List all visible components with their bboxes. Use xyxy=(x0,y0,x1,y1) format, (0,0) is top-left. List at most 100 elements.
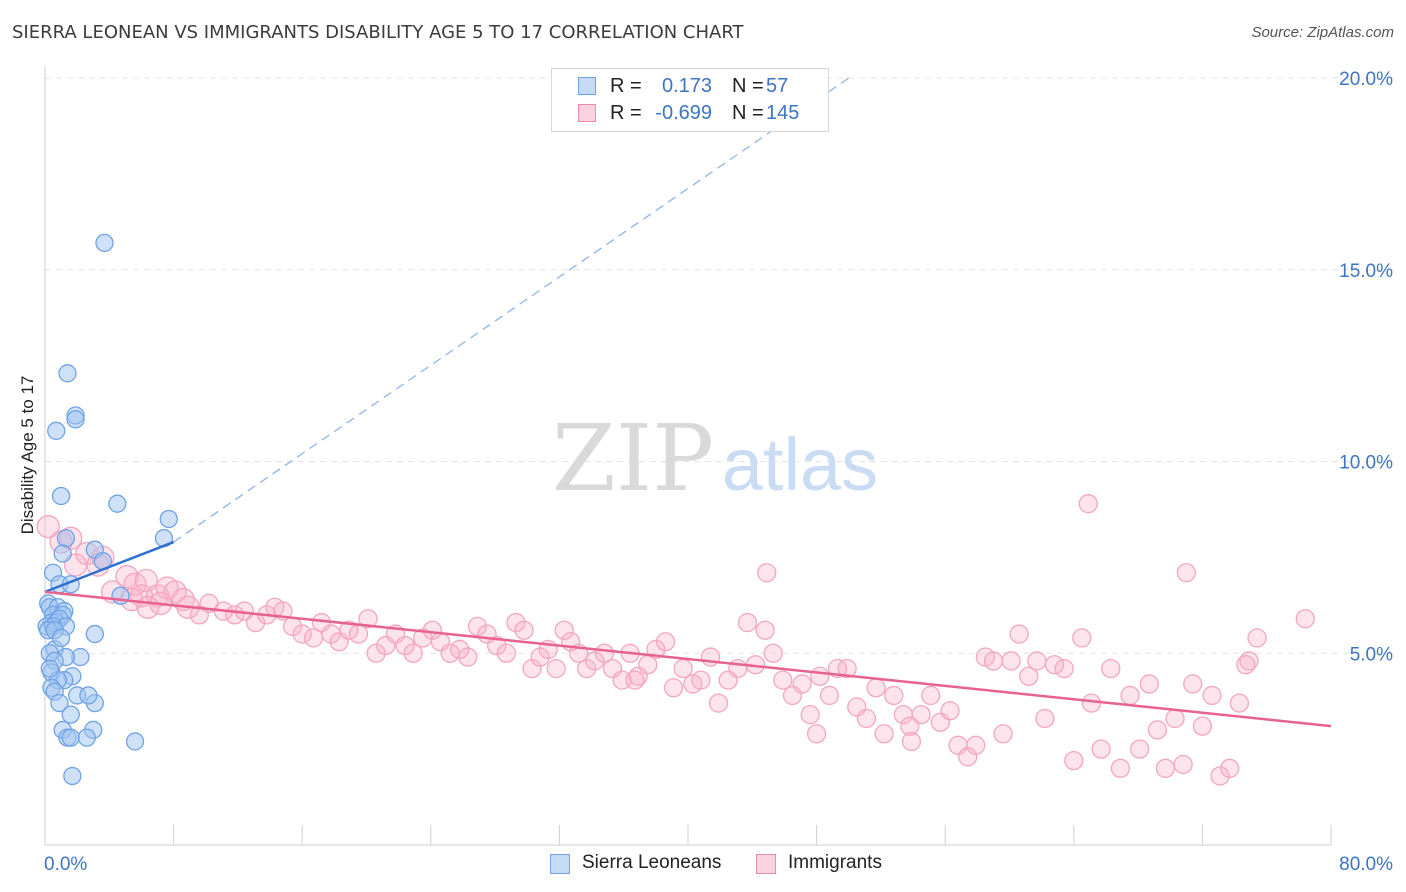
sierra-leoneans-point xyxy=(40,659,59,678)
sierra-leoneans-point xyxy=(47,421,66,440)
immigrants-point xyxy=(1078,494,1098,514)
sierra-leoneans-point xyxy=(56,529,76,548)
trend-lines xyxy=(44,77,1332,728)
sierra-leoneans-trend-extension xyxy=(173,77,850,543)
watermark-zip: ZIP xyxy=(552,405,714,512)
immigrants-point xyxy=(1064,750,1084,771)
immigrants-point xyxy=(467,616,488,637)
immigrants-point xyxy=(966,735,986,755)
immigrants-point xyxy=(755,620,775,640)
x-tick-label: 0.0% xyxy=(44,854,87,875)
legend-swatch-pink xyxy=(756,854,776,874)
immigrants-point xyxy=(700,647,721,667)
immigrants-points xyxy=(36,494,1315,786)
immigrants-point xyxy=(1229,693,1250,713)
immigrants-point xyxy=(757,563,777,583)
immigrants-point xyxy=(874,724,894,744)
sierra-leoneans-point xyxy=(51,628,71,648)
immigrants-point xyxy=(585,651,605,671)
y-tick-label: 10.0% xyxy=(1339,453,1393,474)
immigrants-point xyxy=(646,639,666,660)
immigrants-point xyxy=(554,620,574,640)
immigrants-point xyxy=(1081,693,1102,713)
immigrants-point xyxy=(1155,758,1176,778)
sierra-leoneans-point xyxy=(50,693,69,713)
sierra-leoneans-point xyxy=(159,509,178,529)
legend-row-sierra-leoneans: R = 0.173 N = 57 xyxy=(552,73,828,100)
immigrants-point xyxy=(983,651,1004,671)
immigrants-point xyxy=(577,658,597,679)
immigrants-point xyxy=(1236,655,1256,675)
r-value: 0.173 xyxy=(661,75,712,97)
immigrants-point xyxy=(625,670,645,690)
immigrants-point xyxy=(339,620,359,640)
n-label: N = xyxy=(732,75,764,97)
watermark-atlas: atlas xyxy=(722,423,878,506)
immigrants-point xyxy=(810,666,830,686)
immigrants-point xyxy=(366,643,386,663)
immigrants-point xyxy=(900,716,920,736)
sierra-leoneans-point xyxy=(61,728,80,747)
tick-labels: 5.0% 10.0% 15.0% 20.0% 0.0% 80.0% xyxy=(44,69,1393,875)
immigrants-point xyxy=(1101,658,1121,679)
sierra-leoneans-point xyxy=(77,728,96,747)
immigrants-point xyxy=(1044,655,1065,675)
immigrants-point xyxy=(395,635,415,656)
immigrants-point xyxy=(487,635,507,656)
immigrants-point xyxy=(866,678,886,698)
immigrants-point xyxy=(1165,708,1185,729)
immigrants-point xyxy=(1019,666,1039,686)
immigrants-point xyxy=(450,639,470,660)
immigrants-point xyxy=(901,731,922,752)
source-credit: Source: ZipAtlas.com xyxy=(1251,24,1394,41)
immigrants-point xyxy=(940,701,960,721)
immigrants-point xyxy=(1247,628,1267,648)
legend-label: Sierra Leoneans xyxy=(582,852,722,873)
legend-swatch-pink xyxy=(578,104,596,122)
y-axis-label: Disability Age 5 to 17 xyxy=(18,375,37,535)
immigrants-point xyxy=(663,678,684,698)
sierra-leoneans-point xyxy=(125,732,145,751)
immigrants-point xyxy=(36,515,60,539)
sierra-leoneans-point xyxy=(53,544,72,563)
immigrants-point xyxy=(1120,685,1140,706)
immigrants-point xyxy=(819,685,840,706)
immigrants-point xyxy=(1110,758,1131,778)
immigrants-point xyxy=(806,724,827,744)
immigrants-point xyxy=(403,643,423,663)
immigrants-point xyxy=(1176,563,1196,583)
immigrants-trend-line xyxy=(44,590,1332,728)
correlation-legend: R = 0.173 N = 57 R = -0.699 N = 145 xyxy=(551,68,829,132)
series-legend: Sierra Leoneans Immigrants xyxy=(0,850,1406,878)
immigrants-point xyxy=(1147,720,1168,740)
immigrants-point xyxy=(1210,766,1230,786)
immigrants-point xyxy=(837,658,857,679)
immigrants-point xyxy=(856,708,877,729)
immigrants-point xyxy=(1139,674,1160,694)
immigrants-point xyxy=(911,704,931,725)
immigrants-point xyxy=(1001,651,1021,671)
n-value: 145 xyxy=(766,102,800,124)
sierra-leoneans-point xyxy=(61,705,80,724)
sierra-leoneans-point xyxy=(111,586,130,605)
immigrants-point xyxy=(1192,716,1213,736)
immigrants-point xyxy=(993,724,1013,744)
legend-label: Immigrants xyxy=(788,852,882,873)
r-value: -0.699 xyxy=(655,102,712,124)
chart-title: SIERRA LEONEAN VS IMMIGRANTS DISABILITY … xyxy=(12,22,744,43)
immigrants-point xyxy=(496,643,517,663)
immigrants-point xyxy=(1183,674,1203,694)
immigrants-point xyxy=(655,632,676,652)
r-label: R = xyxy=(610,75,642,97)
sierra-leoneans-point xyxy=(58,364,77,383)
immigrants-point xyxy=(792,674,812,694)
immigrants-point xyxy=(773,670,793,690)
immigrants-point xyxy=(546,658,566,679)
immigrants-point xyxy=(921,685,941,706)
immigrants-point xyxy=(1295,609,1315,629)
immigrants-point xyxy=(800,704,820,725)
y-tick-label: 15.0% xyxy=(1339,261,1393,282)
immigrants-point xyxy=(506,612,526,633)
immigrants-point xyxy=(1054,658,1074,679)
